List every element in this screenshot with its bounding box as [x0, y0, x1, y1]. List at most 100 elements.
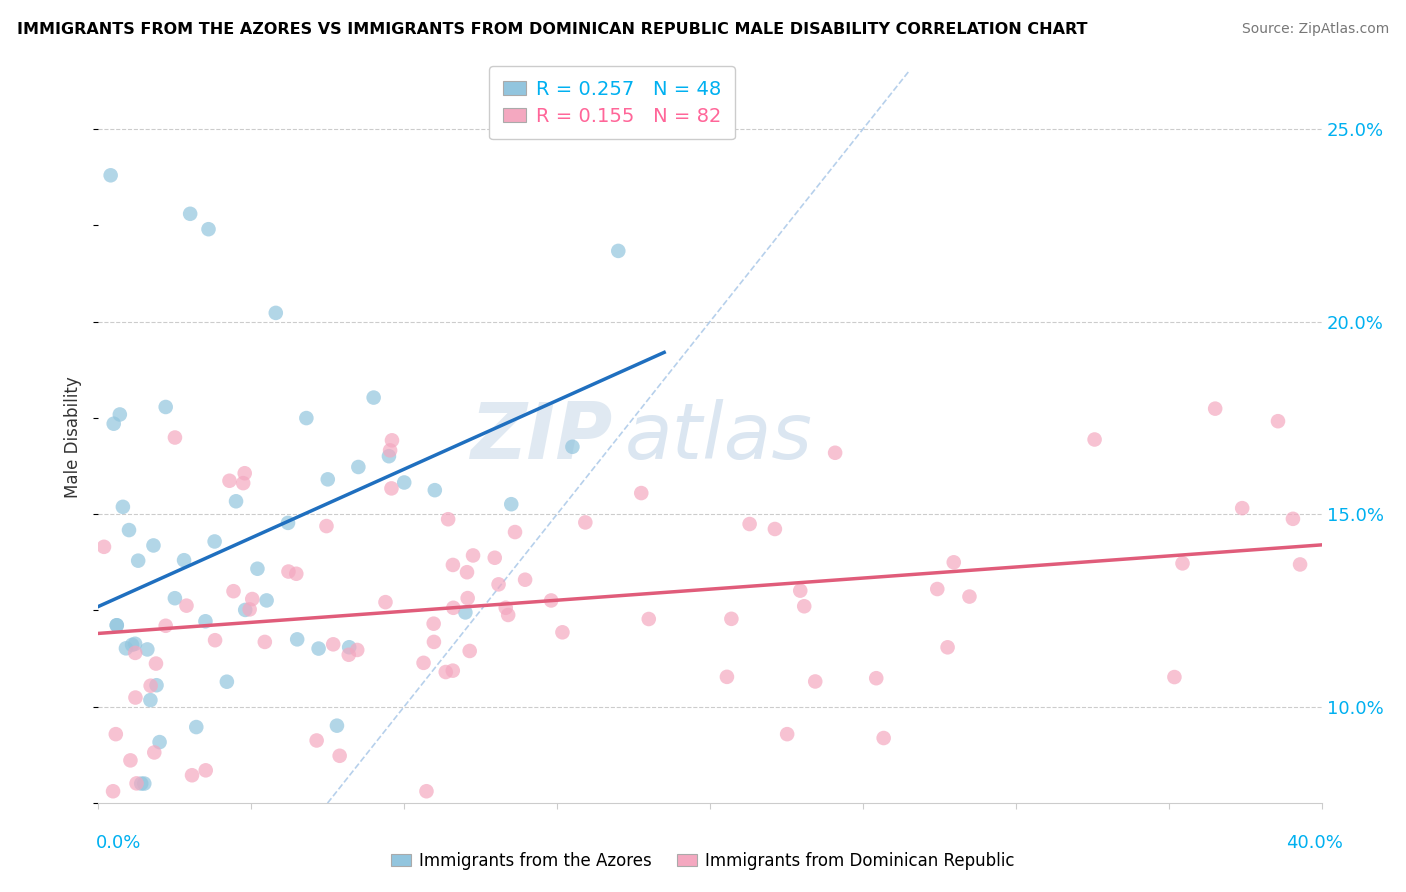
Point [139, 693, 162, 707]
Point [454, 606, 477, 620]
Point [256, 593, 278, 607]
Point [1163, 670, 1185, 684]
Point [374, 595, 396, 609]
Point [412, 656, 434, 670]
Point [124, 646, 146, 660]
Point [104, 727, 127, 741]
Point [637, 612, 659, 626]
Point [111, 500, 134, 514]
Point [872, 731, 894, 745]
Point [437, 512, 460, 526]
Point [194, 614, 217, 628]
Y-axis label: Male Disability: Male Disability [65, 376, 83, 498]
Point [315, 519, 337, 533]
Point [145, 657, 167, 671]
Point [225, 494, 247, 508]
Point [105, 618, 128, 632]
Point [285, 566, 308, 581]
Point [326, 719, 349, 733]
Point [1230, 501, 1253, 516]
Point [240, 592, 263, 607]
Text: IMMIGRANTS FROM THE AZORES VS IMMIGRANTS FROM DOMINICAN REPUBLIC MALE DISABILITY: IMMIGRANTS FROM THE AZORES VS IMMIGRANTS… [17, 22, 1087, 37]
Point [927, 582, 949, 596]
Point [793, 599, 815, 614]
Point [392, 475, 416, 490]
Point [142, 538, 165, 552]
Point [194, 764, 217, 778]
Point [1204, 401, 1226, 416]
Point [118, 523, 141, 537]
Point [124, 637, 146, 651]
Point [936, 640, 959, 655]
Point [337, 648, 360, 662]
Point [186, 720, 208, 734]
Point [155, 400, 177, 414]
Point [380, 482, 402, 496]
Point [120, 753, 142, 767]
Point [630, 486, 652, 500]
Point [124, 690, 146, 705]
Point [179, 207, 201, 221]
Point [484, 550, 506, 565]
Legend: Immigrants from the Azores, Immigrants from Dominican Republic: Immigrants from the Azores, Immigrants f… [384, 845, 1022, 877]
Point [163, 430, 186, 444]
Point [513, 573, 536, 587]
Point [1171, 557, 1194, 571]
Point [197, 222, 219, 236]
Point [441, 664, 464, 678]
Point [239, 602, 262, 616]
Point [155, 619, 177, 633]
Point [322, 637, 344, 651]
Point [308, 641, 330, 656]
Point [346, 643, 368, 657]
Point [363, 391, 385, 405]
Point [496, 607, 519, 622]
Point [1282, 512, 1305, 526]
Point [551, 625, 574, 640]
Point [347, 460, 370, 475]
Point [215, 674, 238, 689]
Point [824, 446, 846, 460]
Point [233, 603, 256, 617]
Point [574, 516, 596, 530]
Point [233, 467, 256, 481]
Point [458, 644, 481, 658]
Text: Source: ZipAtlas.com: Source: ZipAtlas.com [1241, 22, 1389, 37]
Point [441, 600, 464, 615]
Point [277, 565, 299, 579]
Point [105, 618, 128, 632]
Point [218, 474, 240, 488]
Point [457, 591, 479, 606]
Point [253, 635, 276, 649]
Point [561, 440, 583, 454]
Point [763, 522, 786, 536]
Point [163, 591, 186, 606]
Point [100, 169, 122, 183]
Point [501, 497, 523, 511]
Point [129, 776, 152, 790]
Point [277, 516, 299, 530]
Point [127, 554, 149, 568]
Point [103, 417, 125, 431]
Point [716, 670, 738, 684]
Point [441, 558, 464, 572]
Text: ZIP: ZIP [470, 399, 612, 475]
Point [173, 553, 195, 567]
Point [607, 244, 630, 258]
Point [246, 562, 269, 576]
Point [145, 678, 167, 692]
Point [316, 472, 339, 486]
Point [423, 483, 446, 498]
Point [176, 599, 198, 613]
Point [959, 590, 981, 604]
Point [378, 449, 401, 463]
Point [108, 408, 131, 422]
Point [461, 549, 484, 563]
Point [285, 632, 308, 647]
Point [115, 641, 138, 656]
Point [776, 727, 799, 741]
Point [222, 584, 245, 599]
Point [804, 674, 827, 689]
Point [139, 679, 162, 693]
Point [1267, 414, 1289, 428]
